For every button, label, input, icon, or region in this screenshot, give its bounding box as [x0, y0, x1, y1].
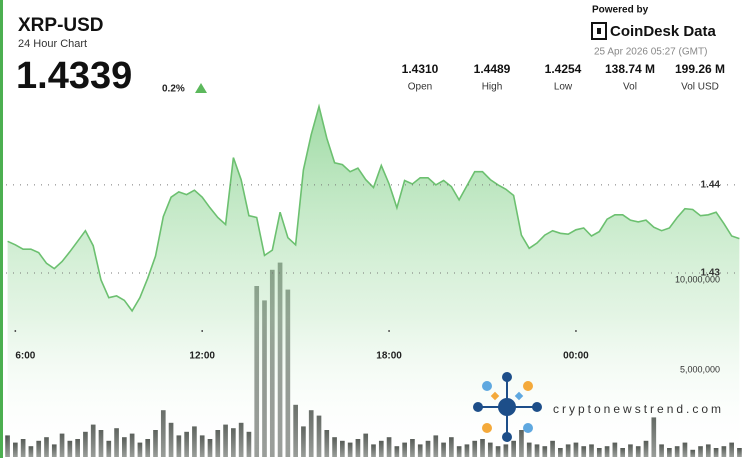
accent-bar [0, 0, 3, 458]
y-tick-label: 1.44 [701, 180, 721, 191]
y-tick-label: 5,000,000 [680, 364, 720, 374]
title: XRP-USD [18, 15, 104, 36]
stat-value: 1.4489 [474, 62, 511, 76]
y-tick-label: 1.43 [701, 268, 721, 279]
stat-value: 138.74 M [605, 62, 655, 76]
stat-label: Vol [623, 82, 637, 93]
x-tick-label: 6:00 [15, 351, 35, 362]
powered-by: Powered by [592, 5, 649, 16]
x-tick-label: 12:00 [189, 351, 215, 362]
volume-bar [737, 448, 742, 457]
stat-value: 1.4310 [402, 62, 439, 76]
x-tick-label: 18:00 [376, 351, 402, 362]
brand: CoinDesk Data [610, 23, 717, 40]
timestamp: 25 Apr 2026 05:27 (GMT) [594, 47, 707, 58]
stat-label: Low [554, 82, 573, 93]
price-line [7, 103, 740, 313]
y-tick-label: 10,000,000 [675, 274, 720, 284]
subtitle: 24 Hour Chart [18, 38, 87, 50]
area-fill [7, 106, 740, 458]
change: 0.2% [162, 84, 185, 95]
stat-label: Open [408, 82, 432, 93]
watermark-text: cryptonewstrend.com [553, 402, 724, 416]
volume-bar [5, 435, 10, 457]
stat-label: High [482, 82, 503, 93]
up-arrow [195, 83, 207, 93]
stat-label: Vol USD [681, 82, 719, 93]
brand-logo [591, 22, 607, 40]
x-tick-label: 00:00 [563, 351, 589, 362]
stat-value: 1.4254 [545, 62, 582, 76]
stat-value: 199.26 M [675, 62, 725, 76]
watermark-logo [473, 372, 542, 442]
price: 1.4339 [16, 55, 132, 97]
